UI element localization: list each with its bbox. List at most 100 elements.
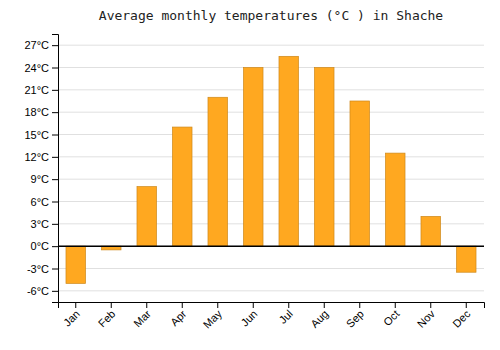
bar xyxy=(137,187,157,247)
tick-mark xyxy=(52,202,58,203)
tick: Jan xyxy=(61,302,82,329)
x-axis: Jan Feb Mar Apr May Jun Jul Aug Sep Oct Nov Dec xyxy=(59,302,485,331)
tick-mark xyxy=(52,45,58,46)
chart: -6°C -3°C 0°C 3°C 6°C 9°C 12°C 15°C 18°C 21°C 24°C… xyxy=(0,0,500,350)
bar xyxy=(350,101,370,246)
bar xyxy=(208,97,228,246)
tick-mark xyxy=(182,302,183,308)
tick-label: Apr xyxy=(168,307,189,328)
tick-mark xyxy=(359,302,360,308)
tick-mark xyxy=(466,302,467,308)
bar xyxy=(243,68,263,247)
tick: Mar xyxy=(131,302,153,329)
tick-label: Nov xyxy=(415,307,438,330)
tick-mark xyxy=(430,302,431,308)
tick-label: Feb xyxy=(96,308,118,330)
tick-label: Dec xyxy=(450,307,473,330)
zero-line xyxy=(58,245,484,247)
bar xyxy=(66,246,86,283)
tick-mark xyxy=(324,302,325,308)
tick-mark xyxy=(75,302,76,308)
tick: 21°C xyxy=(24,84,58,96)
tick: Jun xyxy=(238,302,259,329)
tick-mark xyxy=(52,157,58,158)
tick: Jul xyxy=(277,302,295,326)
tick-label: Aug xyxy=(308,308,330,330)
tick-mark xyxy=(52,112,58,113)
tick-mark xyxy=(52,224,58,225)
tick: Nov xyxy=(415,302,438,330)
tick: Dec xyxy=(450,302,473,330)
grid-line xyxy=(58,223,484,224)
tick: May xyxy=(201,302,225,331)
tick-mark xyxy=(253,302,254,308)
tick-label: 12°C xyxy=(24,151,49,163)
tick-label: Sep xyxy=(344,308,366,330)
axis-line xyxy=(59,303,485,309)
tick: 15°C xyxy=(24,129,58,141)
grid-line xyxy=(58,246,484,247)
tick-mark xyxy=(395,302,396,308)
tick-mark xyxy=(52,246,58,247)
bar xyxy=(456,246,476,272)
grid-line xyxy=(58,201,484,202)
tick-label: -3°C xyxy=(27,263,49,275)
tick-mark xyxy=(52,291,58,292)
tick: 24°C xyxy=(24,62,58,74)
tick: Sep xyxy=(344,302,366,330)
tick: 18°C xyxy=(24,106,58,118)
tick-label: 0°C xyxy=(31,240,50,252)
bar xyxy=(314,68,334,247)
title: Average monthly temperatures (°C ) in Sh… xyxy=(99,8,444,23)
tick-mark xyxy=(146,302,147,308)
tick-label: 27°C xyxy=(24,39,49,51)
tick-label: 15°C xyxy=(24,129,49,141)
grid-line xyxy=(58,156,484,157)
tick-mark xyxy=(52,135,58,136)
tick-label: Mar xyxy=(131,307,153,329)
tick-mark xyxy=(52,269,58,270)
grid-line xyxy=(58,179,484,180)
tick: Feb xyxy=(96,302,118,329)
grid-line xyxy=(58,67,484,68)
grid-line xyxy=(58,112,484,113)
grid-line xyxy=(58,268,484,269)
tick-label: -6°C xyxy=(27,285,49,297)
tick: -6°C xyxy=(27,285,58,297)
tick: -3°C xyxy=(27,263,58,275)
tick-label: 9°C xyxy=(31,173,50,185)
tick: 12°C xyxy=(24,151,58,163)
grid xyxy=(58,45,484,291)
tick-mark xyxy=(111,302,112,308)
tick-mark xyxy=(52,68,58,69)
tick-mark xyxy=(217,302,218,308)
tick-label: Jun xyxy=(238,308,259,329)
tick-label: 21°C xyxy=(24,84,49,96)
tick-label: May xyxy=(201,307,225,331)
tick-label: 18°C xyxy=(24,106,49,118)
axis-line xyxy=(52,35,59,303)
tick: 0°C xyxy=(31,240,58,252)
tick-label: Oct xyxy=(381,308,402,329)
grid-line xyxy=(58,89,484,90)
bars xyxy=(66,56,476,283)
grid-line xyxy=(58,45,484,46)
bar xyxy=(279,56,299,246)
bar xyxy=(172,127,192,246)
tick: Oct xyxy=(381,302,402,328)
tick: 27°C xyxy=(24,39,58,51)
y-axis: -6°C -3°C 0°C 3°C 6°C 9°C 12°C 15°C 18°C 21°C 24°C… xyxy=(24,35,58,303)
tick: 6°C xyxy=(31,196,58,208)
tick: Apr xyxy=(168,302,189,328)
bar xyxy=(421,216,441,246)
tick-label: Jul xyxy=(277,308,295,326)
tick-mark xyxy=(288,302,289,308)
grid-line xyxy=(58,134,484,135)
tick: 9°C xyxy=(31,173,58,185)
bar xyxy=(385,153,405,246)
plot-area: -6°C -3°C 0°C 3°C 6°C 9°C 12°C 15°C 18°C 21°C 24°C… xyxy=(24,35,484,331)
tick-label: Jan xyxy=(61,308,82,329)
tick: 3°C xyxy=(31,218,58,230)
tick-label: 6°C xyxy=(31,196,50,208)
tick-mark xyxy=(52,90,58,91)
